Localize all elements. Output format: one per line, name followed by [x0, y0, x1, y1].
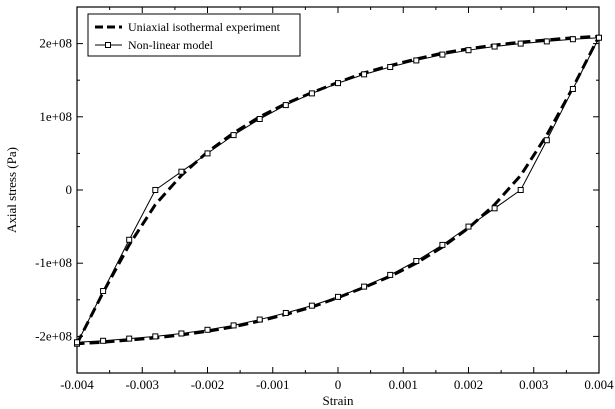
model-data-point	[491, 205, 498, 212]
x-tick-label: -0.003	[125, 377, 159, 392]
model-data-point	[543, 38, 550, 45]
legend-box	[87, 13, 301, 57]
model-data-point	[465, 47, 472, 54]
y-tick-label: -1e+08	[35, 255, 72, 270]
model-data-point	[204, 150, 211, 157]
model-data-point	[517, 40, 524, 47]
model-data-point	[517, 187, 524, 193]
model-data-point	[282, 309, 289, 316]
model-data-point	[230, 322, 237, 329]
legend: Uniaxial isothermal experiment Non-linea…	[87, 13, 301, 57]
axis-ticks: -0.004 -0.003 -0.002 -0.001 0 0.001 0.002 0.003…	[35, 6, 614, 392]
model-data-point	[100, 288, 107, 295]
series-layer	[74, 34, 602, 347]
y-tick-label: 0	[66, 182, 73, 197]
model-data-point	[335, 293, 341, 300]
model-data-point	[152, 187, 159, 193]
y-tick-label: 1e+08	[39, 109, 72, 124]
model-data-point	[178, 330, 185, 337]
x-tick-label: 0.002	[454, 377, 483, 392]
model-data-point	[74, 339, 80, 346]
model-data-point	[126, 335, 133, 342]
legend-model-label: Non-linear model	[128, 38, 214, 52]
model-data-point	[465, 223, 472, 230]
x-axis-title: Strain	[322, 393, 354, 408]
model-data-point	[361, 71, 368, 78]
model-data-point	[439, 241, 446, 248]
model-data-point	[569, 36, 576, 43]
model-data-point	[308, 302, 315, 309]
model-data-point	[204, 326, 211, 333]
x-tick-label: 0.001	[389, 377, 418, 392]
x-tick-label: -0.001	[256, 377, 290, 392]
legend-model-marker	[105, 42, 111, 48]
model-data-point	[439, 51, 446, 58]
model-data-point	[491, 43, 498, 50]
model-data-point	[335, 80, 341, 87]
model-data-point	[361, 283, 368, 290]
model-data-point	[413, 57, 420, 64]
legend-experiment-label: Uniaxial isothermal experiment	[128, 20, 281, 34]
model-data-point	[387, 64, 394, 71]
model-data-point	[387, 271, 394, 278]
x-tick-label: -0.002	[191, 377, 225, 392]
x-tick-label: 0	[335, 377, 342, 392]
model-data-point	[569, 85, 576, 92]
y-tick-label: 2e+08	[39, 36, 72, 51]
model-data-point	[543, 137, 550, 144]
x-tick-label: 0.003	[519, 377, 548, 392]
y-axis-title: Axial stress (Pa)	[4, 147, 19, 233]
model-data-point	[413, 258, 420, 264]
x-tick-label: -0.004	[60, 377, 94, 392]
model-data-point	[100, 337, 107, 344]
x-tick-label: 0.004	[584, 377, 614, 392]
model-data-point	[152, 333, 159, 340]
model-data-point	[308, 90, 315, 97]
model-data-point	[282, 102, 289, 109]
model-data-point	[256, 116, 263, 122]
model-data-point	[230, 132, 237, 139]
model-data-point	[126, 236, 133, 243]
model-data-point	[178, 168, 185, 175]
model-data-point	[256, 316, 263, 323]
y-tick-label: -2e+08	[35, 328, 72, 343]
model-data-point	[596, 34, 602, 41]
